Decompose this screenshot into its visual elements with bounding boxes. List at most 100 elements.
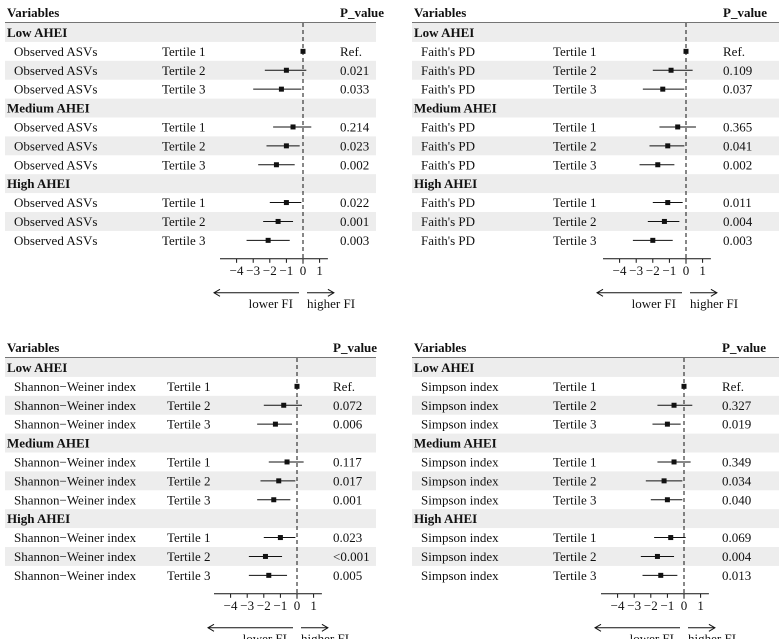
estimate-point	[658, 572, 664, 578]
row-p-value: 0.365	[723, 120, 752, 135]
row-stripe	[5, 433, 376, 453]
row-p-value: 0.002	[340, 157, 369, 172]
row-tertile-label: Tertile 1	[553, 455, 597, 470]
estimate-point	[660, 86, 666, 92]
row-variable-label: Faith's PD	[421, 157, 475, 172]
row-variable-label: Observed ASVs	[14, 157, 97, 172]
estimate-point	[664, 421, 670, 427]
row-variable-label: Simpson index	[421, 473, 499, 488]
row-tertile-label: Tertile 1	[167, 379, 211, 394]
header-p-value: P_value	[340, 5, 384, 20]
higher-arrowhead	[321, 623, 329, 632]
row-tertile-label: Tertile 2	[162, 63, 206, 78]
row-p-value: 0.109	[723, 63, 752, 78]
row-stripe	[412, 471, 779, 491]
row-p-value: 0.004	[722, 549, 752, 564]
row-variable-label: Shannon−Weiner index	[14, 492, 137, 507]
row-p-value: 0.003	[340, 233, 369, 248]
row-stripe	[412, 60, 779, 80]
row-p-value: 0.017	[333, 473, 363, 488]
direction-label-higher: higher FI	[688, 631, 736, 639]
x-tick-label: −2	[644, 598, 658, 613]
direction-label-lower: lower FI	[632, 296, 676, 311]
direction-label-lower: lower FI	[630, 631, 674, 639]
row-tertile-label: Tertile 2	[553, 138, 597, 153]
group-label: Medium AHEI	[414, 436, 497, 451]
row-p-value: 0.327	[722, 398, 752, 413]
row-variable-label: Faith's PD	[421, 195, 475, 210]
row-variable-label: Observed ASVs	[14, 138, 97, 153]
group-label: Medium AHEI	[7, 436, 90, 451]
row-variable-label: Observed ASVs	[14, 44, 97, 59]
group-label: High AHEI	[414, 176, 477, 191]
row-variable-label: Faith's PD	[421, 233, 475, 248]
row-p-value: Ref.	[722, 379, 744, 394]
row-p-value: 0.023	[333, 530, 362, 545]
x-tick-label: −3	[629, 263, 643, 278]
row-tertile-label: Tertile 3	[167, 568, 211, 583]
group-label: Medium AHEI	[7, 101, 90, 116]
x-tick-label: −3	[627, 598, 641, 613]
row-p-value: 0.011	[723, 195, 752, 210]
x-tick-label: 0	[300, 263, 307, 278]
higher-arrowhead	[327, 288, 335, 297]
row-tertile-label: Tertile 3	[162, 157, 206, 172]
x-tick-label: 0	[294, 598, 301, 613]
row-stripe	[412, 433, 779, 453]
group-label: Low AHEI	[7, 25, 67, 40]
row-p-value: 0.117	[333, 455, 362, 470]
row-variable-label: Simpson index	[421, 530, 499, 545]
estimate-point	[273, 162, 279, 168]
row-stripe	[5, 136, 376, 156]
estimate-point	[664, 497, 670, 503]
estimate-point	[265, 237, 271, 243]
row-tertile-label: Tertile 3	[162, 82, 206, 97]
lower-arrowhead	[213, 288, 221, 297]
row-stripe	[412, 509, 779, 529]
row-stripe	[5, 98, 376, 118]
row-tertile-label: Tertile 2	[553, 473, 597, 488]
estimate-point	[675, 124, 681, 130]
row-p-value: 0.037	[723, 82, 753, 97]
estimate-point	[668, 67, 674, 73]
row-stripe	[412, 174, 779, 194]
row-stripe	[412, 212, 779, 231]
x-tick-label: −1	[660, 598, 674, 613]
row-variable-label: Shannon−Weiner index	[14, 568, 137, 583]
row-tertile-label: Tertile 3	[553, 492, 597, 507]
row-stripe	[412, 395, 779, 415]
row-tertile-label: Tertile 1	[162, 120, 206, 135]
estimate-point	[665, 200, 671, 206]
row-tertile-label: Tertile 1	[162, 195, 206, 210]
estimate-point	[661, 478, 667, 484]
group-label: High AHEI	[414, 511, 477, 526]
row-variable-label: Faith's PD	[421, 82, 475, 97]
row-p-value: 0.041	[723, 138, 752, 153]
group-label: Low AHEI	[414, 360, 474, 375]
row-variable-label: Observed ASVs	[14, 82, 97, 97]
direction-label-higher: higher FI	[301, 631, 349, 639]
row-tertile-label: Tertile 3	[167, 417, 211, 432]
row-stripe	[5, 358, 376, 377]
higher-arrowhead	[710, 288, 718, 297]
row-stripe	[5, 23, 376, 42]
row-tertile-label: Tertile 2	[167, 473, 211, 488]
direction-label-higher: higher FI	[690, 296, 738, 311]
row-tertile-label: Tertile 3	[162, 233, 206, 248]
row-variable-label: Simpson index	[421, 568, 499, 583]
estimate-point	[283, 143, 289, 149]
row-p-value: Ref.	[333, 379, 355, 394]
row-variable-label: Shannon−Weiner index	[14, 417, 137, 432]
x-tick-label: −1	[273, 598, 287, 613]
row-tertile-label: Tertile 3	[167, 492, 211, 507]
estimate-point	[654, 553, 660, 559]
estimate-point	[272, 421, 278, 427]
x-tick-label: −2	[263, 263, 277, 278]
row-p-value: <0.001	[333, 549, 370, 564]
row-stripe	[412, 547, 779, 566]
row-variable-label: Faith's PD	[421, 120, 475, 135]
estimate-point	[290, 124, 296, 130]
forest-panel-4: Variables P_value Low AHEI Simpson index Ter…	[412, 340, 779, 639]
x-tick-label: 1	[699, 263, 706, 278]
